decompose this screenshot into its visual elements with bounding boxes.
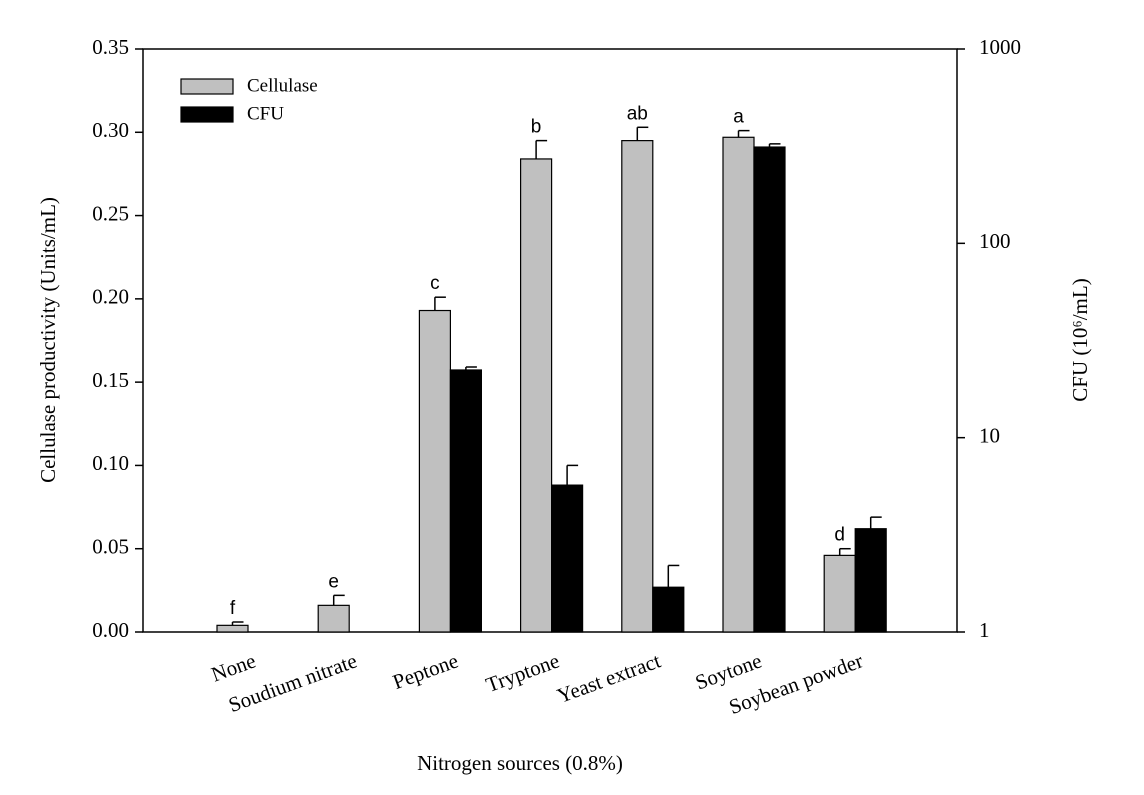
x-tick-label: Tryptone [483,648,563,697]
x-tick-label: Yeast extract [554,648,664,708]
bar [722,136,755,633]
y2-tick-label: 1 [979,618,990,642]
significance-label: e [328,571,339,592]
x-axis-label: Nitrogen sources (0.8%) [417,751,623,775]
bar [449,369,482,633]
y-tick-label: 0.15 [92,368,129,392]
bar [823,554,856,633]
y-tick-label: 0.00 [92,618,129,642]
bar [753,146,786,633]
significance-label: ab [627,103,648,124]
bar [418,309,451,633]
legend-swatch [180,78,234,95]
x-tick-label: Peptone [390,648,462,694]
y-tick-label: 0.35 [92,35,129,59]
legend-swatch [180,106,234,123]
bar [317,604,350,633]
y-tick-label: 0.25 [92,201,129,225]
significance-label: f [230,598,236,619]
y-tick-label: 0.20 [92,285,129,309]
bar [519,158,553,633]
significance-label: b [531,117,542,138]
y-tick-label: 0.10 [92,451,129,475]
bar [652,586,685,633]
y2-tick-label: 10 [979,423,1000,447]
bar [550,484,584,633]
bar [621,140,654,633]
significance-label: c [430,273,440,294]
significance-label: a [733,107,744,128]
y-tick-label: 0.30 [92,118,129,142]
y-axis-label: Cellulase productivity (Units/mL) [36,197,60,483]
y2-tick-label: 1000 [979,35,1021,59]
legend-label: CFU [247,103,284,124]
y2-axis-label: CFU (10⁶/mL) [1068,278,1092,401]
bar [854,528,887,633]
x-tick-label: None [208,648,259,686]
y-tick-label: 0.05 [92,535,129,559]
significance-label: d [834,525,845,546]
legend-label: Cellulase [247,75,318,96]
y2-tick-label: 100 [979,229,1011,253]
bar [216,624,249,633]
